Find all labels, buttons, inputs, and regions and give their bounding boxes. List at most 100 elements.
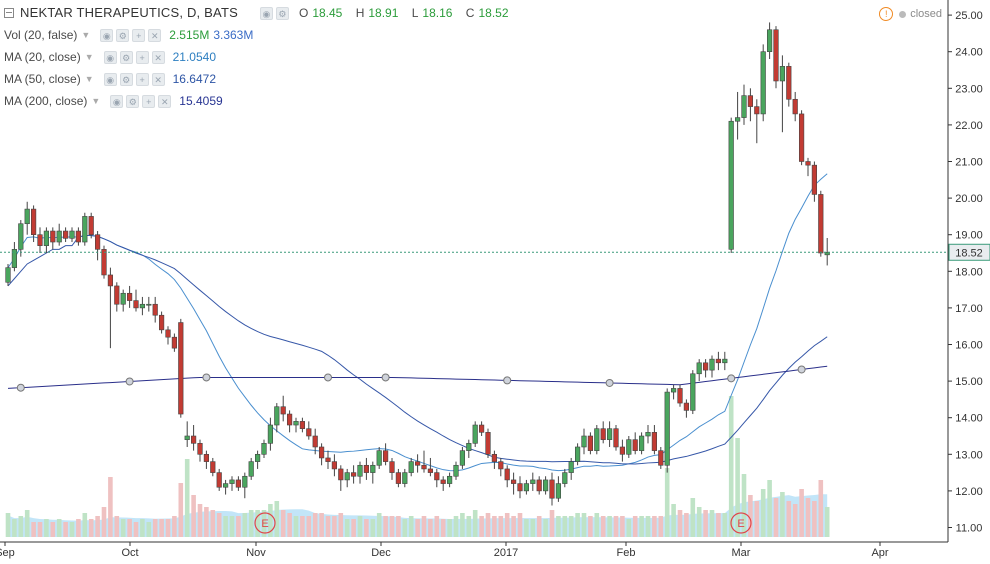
time-axis[interactable]: Sep Oct Nov Dec 2017 Feb Mar Apr xyxy=(0,542,889,559)
close-icon[interactable]: ✕ xyxy=(151,50,165,64)
volume-bar xyxy=(312,513,318,537)
close-icon[interactable]: ✕ xyxy=(158,94,172,108)
earnings-marker[interactable]: E xyxy=(261,518,268,530)
volume-bar xyxy=(447,519,452,537)
price-axis[interactable]: 11.00 12.00 13.00 14.00 15.00 16.00 17.00 18.00… xyxy=(948,10,983,535)
eye-icon[interactable]: ◉ xyxy=(110,94,124,108)
time-tick-label: Nov xyxy=(246,547,266,559)
volume-bar xyxy=(408,516,414,537)
price-tick-label: 21.00 xyxy=(955,157,983,169)
volume-bar xyxy=(415,519,420,537)
candle xyxy=(114,285,120,305)
candle xyxy=(139,303,146,309)
volume-bar xyxy=(504,513,510,537)
volume-bar xyxy=(562,516,568,537)
indicator-row-vol[interactable]: Vol (20, false) ▼ ◉ ⚙ + ✕ 2.515M 3.363M xyxy=(4,26,253,44)
candle xyxy=(286,413,293,426)
volume-bar xyxy=(120,519,126,537)
candle xyxy=(811,164,817,195)
candle xyxy=(696,362,702,375)
last-price-label-text: 18.52 xyxy=(955,247,983,259)
earnings-marker-ring[interactable] xyxy=(730,512,752,534)
market-status[interactable]: ! closed xyxy=(879,7,942,21)
candle xyxy=(613,428,619,448)
volume-bar xyxy=(677,510,683,537)
settings-icon[interactable]: ⚙ xyxy=(119,72,133,86)
ma200-marker xyxy=(381,373,390,382)
candle xyxy=(30,208,37,236)
price-tick-label: 14.00 xyxy=(955,413,983,425)
volume-bar xyxy=(639,516,644,537)
volume-bar xyxy=(18,516,24,537)
add-icon[interactable]: + xyxy=(135,50,149,64)
settings-icon[interactable]: ⚙ xyxy=(119,50,133,64)
close-icon[interactable]: ✕ xyxy=(148,28,162,42)
volume-bar xyxy=(133,522,139,537)
indicator-row-ma20[interactable]: MA (20, close) ▼ ◉ ⚙ + ✕ 21.0540 xyxy=(4,48,216,66)
price-tick-label: 15.00 xyxy=(955,376,983,388)
earnings-marker[interactable]: E xyxy=(737,518,744,530)
volume-bar xyxy=(792,504,798,537)
chevron-down-icon[interactable]: ▼ xyxy=(81,30,91,40)
volume-bar xyxy=(108,477,113,537)
candle xyxy=(517,483,523,492)
volume-bar xyxy=(703,510,708,537)
volume-bar xyxy=(44,519,49,537)
volume-bar xyxy=(780,492,785,537)
close-icon[interactable]: ✕ xyxy=(151,72,165,86)
candle xyxy=(242,475,248,488)
candle xyxy=(376,450,382,466)
candle xyxy=(434,472,440,481)
high-value: 18.91 xyxy=(368,6,399,20)
time-tick-label: Dec xyxy=(371,547,391,559)
settings-icon[interactable]: ⚙ xyxy=(126,94,140,108)
add-icon[interactable]: + xyxy=(135,72,149,86)
eye-icon[interactable]: ◉ xyxy=(103,72,117,86)
add-icon[interactable]: + xyxy=(142,94,156,108)
eye-icon[interactable]: ◉ xyxy=(103,50,117,64)
candle xyxy=(555,483,561,499)
volume-bar xyxy=(223,516,228,537)
collapse-icon[interactable] xyxy=(4,8,14,18)
eye-icon[interactable]: ◉ xyxy=(259,6,273,20)
volume-bar xyxy=(709,510,715,537)
ma200-marker xyxy=(125,377,134,386)
eye-icon[interactable]: ◉ xyxy=(100,28,114,42)
volume-bar xyxy=(632,516,638,537)
candle xyxy=(312,435,318,448)
warning-icon[interactable]: ! xyxy=(879,7,894,21)
candle xyxy=(267,424,274,444)
chevron-down-icon[interactable]: ▼ xyxy=(91,96,101,106)
settings-icon[interactable]: ⚙ xyxy=(275,6,289,20)
candle xyxy=(466,443,472,451)
add-icon[interactable]: + xyxy=(132,28,146,42)
volume-bar xyxy=(748,495,753,537)
time-tick-label: Apr xyxy=(871,547,888,559)
volume-bar xyxy=(568,516,574,537)
price-tick-label: 22.00 xyxy=(955,120,983,132)
volume-bar xyxy=(95,516,100,537)
candle xyxy=(427,468,434,473)
candle xyxy=(338,468,344,481)
indicator-row-ma200[interactable]: MA (200, close) ▼ ◉ ⚙ + ✕ 15.4059 xyxy=(4,92,223,110)
candle xyxy=(191,435,197,444)
volume-bar xyxy=(69,522,75,537)
earnings-marker-ring[interactable] xyxy=(254,512,276,534)
candle xyxy=(50,230,56,243)
chevron-down-icon[interactable]: ▼ xyxy=(84,52,94,62)
candle xyxy=(370,464,376,473)
ma200-marker xyxy=(324,373,332,382)
chevron-down-icon[interactable]: ▼ xyxy=(84,74,94,84)
candle xyxy=(459,450,466,466)
volume-bar xyxy=(460,513,465,537)
low-label: L xyxy=(411,6,419,20)
candle xyxy=(536,479,542,492)
close-label: C xyxy=(465,6,475,20)
volume-bar xyxy=(492,516,497,537)
volume-bar xyxy=(799,489,804,537)
indicator-row-ma50[interactable]: MA (50, close) ▼ ◉ ⚙ + ✕ 16.6472 xyxy=(4,70,216,88)
candle xyxy=(626,439,632,455)
settings-icon[interactable]: ⚙ xyxy=(116,28,130,42)
